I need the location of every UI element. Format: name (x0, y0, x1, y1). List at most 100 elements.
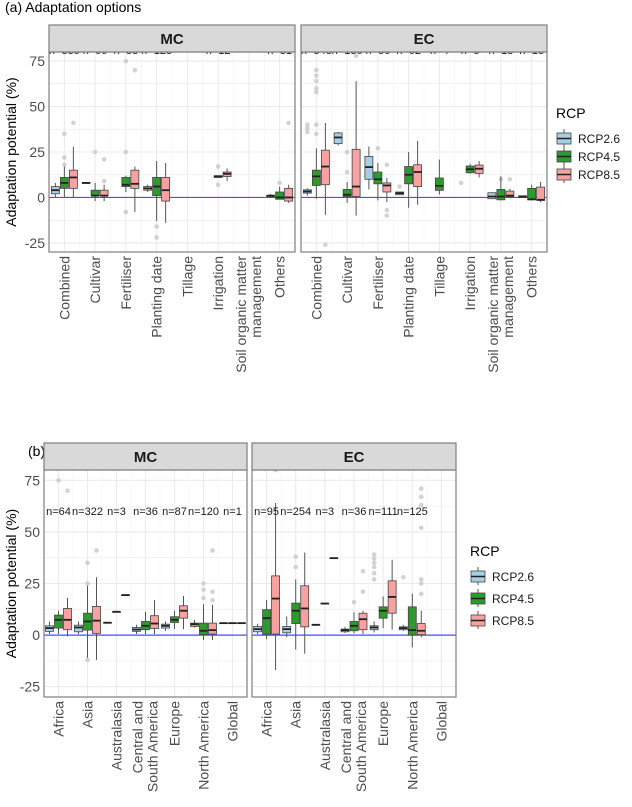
y-tick-label: 50 (29, 99, 45, 115)
facet-ec: n=95 n=254 n=3 n=36 n=111 n=125 EC Africa Asia Au… (251, 442, 457, 792)
x-tick-label: Soil organic matter (233, 256, 249, 373)
box-rcp26 (103, 621, 112, 624)
box-rcp45 (342, 182, 352, 203)
box-rcp26 (340, 626, 350, 634)
outlier-point (314, 78, 319, 84)
box-rcp26 (81, 182, 91, 184)
box (413, 164, 423, 187)
box (527, 187, 537, 201)
sample-size-label: n=254 (280, 506, 311, 518)
x-tick-label: Planting date (149, 256, 165, 338)
outlier-point (215, 182, 221, 188)
box-rcp45 (404, 152, 414, 208)
box-rcp85 (505, 188, 515, 199)
outlier-point (351, 599, 357, 605)
sample-size-label: n=111 (369, 506, 398, 518)
y-tick-label: 0 (32, 627, 40, 643)
outlier-point (384, 162, 390, 168)
x-tick-label: North America (404, 701, 420, 790)
chart-regions: (b) RegionsAdaptation potential (%)-2502… (3, 442, 534, 792)
box (505, 190, 515, 197)
outlier-point (293, 554, 299, 559)
outlier-point (293, 564, 299, 570)
x-tick-label: Europe (167, 701, 183, 746)
box-rcp26 (398, 624, 408, 631)
x-tick-label: Africa (259, 701, 275, 737)
x-tick-label: Planting date (401, 256, 417, 338)
box-rcp45 (213, 175, 223, 178)
box-rcp45 (378, 596, 388, 629)
sample-size-label: n=95 (254, 506, 279, 518)
outlier-point (154, 224, 159, 229)
box (199, 622, 208, 636)
facet-strip-label: EC (344, 449, 365, 466)
box-rcp26 (395, 191, 405, 196)
box (130, 169, 140, 189)
box-rcp26 (45, 621, 54, 635)
outlier-point (101, 178, 107, 184)
outlier-point (305, 129, 310, 135)
y-tick-label: 0 (37, 189, 45, 205)
box-rcp85 (416, 610, 426, 638)
box-rcp26 (333, 132, 343, 146)
outlier-point (94, 548, 99, 553)
outlier-point (360, 568, 366, 574)
outlier-point (314, 122, 319, 128)
box (275, 191, 285, 200)
x-tick-label: Fertiliser (118, 256, 134, 310)
x-tick-label: Irrigation (462, 256, 478, 310)
box (150, 615, 159, 629)
box-rcp45 (262, 600, 271, 640)
facet-strip (251, 442, 457, 471)
box-rcp45 (112, 610, 121, 613)
outlier-point (56, 478, 61, 483)
x-tick-label: Asia (288, 701, 304, 728)
outlier-point (384, 213, 390, 218)
box-rcp45 (291, 579, 301, 650)
x-tick-label: management (500, 256, 516, 338)
box-rcp85 (474, 161, 484, 178)
outlier-point (418, 577, 424, 582)
outlier-point (384, 207, 390, 213)
x-tick-label: Tillage (431, 256, 447, 297)
outlier-point (201, 595, 206, 601)
box-rcp26 (161, 621, 170, 631)
legend-label: RCP4.5 (578, 150, 620, 164)
legend-label: RCP4.5 (492, 592, 534, 606)
outlier-point (65, 488, 70, 493)
outlier-point (215, 164, 221, 169)
y-axis-label: Adaptation potential (%) (3, 509, 19, 658)
legend-label: RCP2.6 (492, 570, 534, 584)
x-tick-label: Others (524, 256, 540, 298)
box-rcp45 (407, 593, 417, 648)
x-tick-label: Global (433, 701, 449, 741)
x-tick-label: Cultivar (339, 256, 355, 304)
box-rcp85 (271, 503, 280, 671)
box-rcp85 (161, 162, 171, 223)
legend-label: RCP8.5 (492, 614, 534, 628)
sample-size-label: n=36 (342, 506, 367, 518)
box-rcp45 (373, 162, 383, 201)
outlier-point (123, 58, 129, 64)
sample-size-label: n=120 (188, 506, 219, 518)
box-rcp85 (99, 184, 109, 202)
outlier-point (210, 597, 215, 603)
x-tick-label: Irrigation (210, 256, 226, 310)
sample-size-label: n=3 (107, 506, 126, 518)
box-rcp85 (179, 595, 188, 630)
outlier-point (154, 235, 159, 240)
sample-size-label: n=3 (316, 506, 335, 518)
x-tick-label: South America (145, 701, 161, 792)
x-tick-label: Combined (56, 256, 72, 320)
x-tick-label: Australasia (109, 701, 125, 770)
box-rcp85 (208, 604, 217, 641)
outlier-point (210, 589, 215, 595)
x-tick-label: Tillage (179, 256, 195, 297)
box (416, 623, 426, 636)
box (496, 189, 506, 201)
box (74, 624, 83, 633)
facet-strip (300, 24, 548, 53)
box-rcp45 (90, 182, 100, 202)
box (68, 169, 78, 189)
